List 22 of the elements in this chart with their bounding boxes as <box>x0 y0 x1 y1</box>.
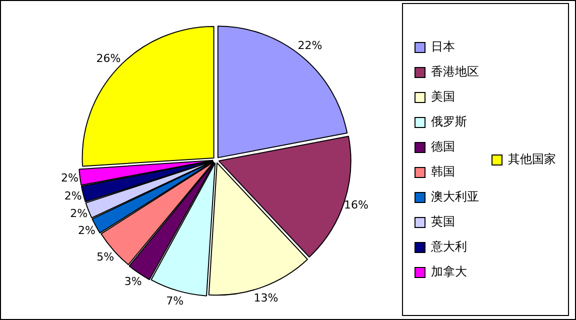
legend-label: 其他国家 <box>508 152 556 166</box>
data-label: 22% <box>298 39 322 52</box>
data-label: 5% <box>96 250 114 264</box>
data-label: 3% <box>124 274 142 288</box>
data-label: 13% <box>254 292 278 305</box>
data-label: 2% <box>64 190 82 203</box>
legend-label: 德国 <box>431 140 455 154</box>
data-label: 7% <box>166 294 184 308</box>
legend-label: 美国 <box>431 90 455 104</box>
legend-label: 香港地区 <box>431 64 479 79</box>
data-label: 2% <box>78 224 96 237</box>
legend-label: 英国 <box>431 214 455 229</box>
legend-label: 加拿大 <box>431 264 467 279</box>
legend-label: 日本 <box>431 40 455 54</box>
data-label: 26% <box>96 52 121 65</box>
data-label: 16% <box>344 198 369 212</box>
legend-label: 俄罗斯 <box>431 114 467 129</box>
legend-label: 澳大利亚 <box>431 190 479 204</box>
legend-label: 意大利 <box>430 240 467 254</box>
legend-label: 韩国 <box>431 164 455 179</box>
data-label: 2% <box>60 171 78 184</box>
data-label: 2% <box>70 207 88 220</box>
